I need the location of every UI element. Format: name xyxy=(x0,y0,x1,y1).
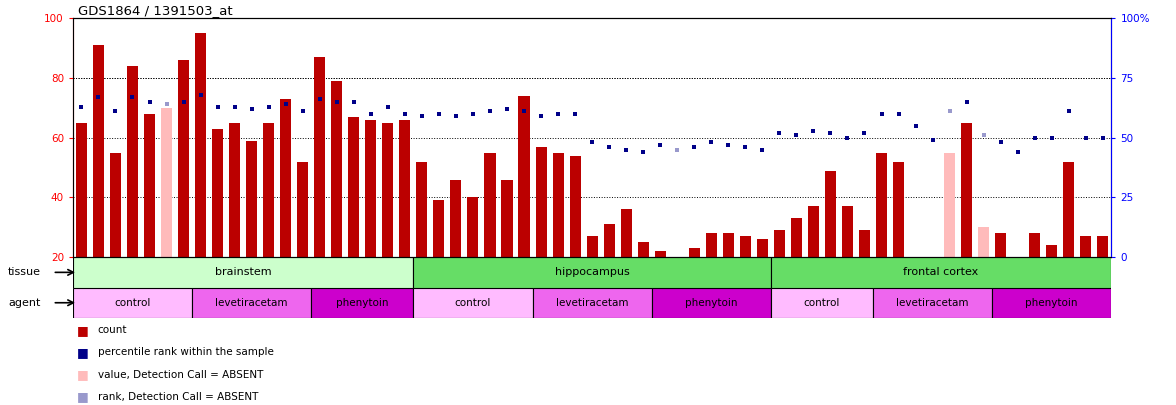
Text: levetiracetam: levetiracetam xyxy=(556,298,628,308)
Bar xyxy=(400,120,410,257)
Bar xyxy=(467,198,479,257)
Bar xyxy=(280,99,292,257)
Bar xyxy=(910,257,921,266)
Text: control: control xyxy=(114,298,151,308)
Bar xyxy=(808,207,818,257)
Bar xyxy=(1013,257,1023,281)
Bar xyxy=(76,123,87,257)
Text: brainstem: brainstem xyxy=(215,267,272,277)
Bar xyxy=(229,123,240,257)
Bar xyxy=(603,224,615,257)
Bar xyxy=(873,288,993,318)
Bar xyxy=(414,288,533,318)
Bar xyxy=(298,162,308,257)
Bar xyxy=(927,257,938,260)
Bar xyxy=(824,171,836,257)
Bar xyxy=(671,257,683,260)
Text: ■: ■ xyxy=(76,324,88,337)
Bar xyxy=(740,236,750,257)
Bar xyxy=(1063,162,1075,257)
Bar xyxy=(93,45,103,257)
Bar xyxy=(944,153,955,257)
Bar xyxy=(993,288,1111,318)
Bar xyxy=(893,162,904,257)
Bar xyxy=(109,153,121,257)
Bar xyxy=(382,123,393,257)
Bar xyxy=(706,233,717,257)
Bar xyxy=(995,233,1007,257)
Bar xyxy=(770,257,1111,288)
Bar xyxy=(961,123,973,257)
Bar xyxy=(689,248,700,257)
Text: phenytoin: phenytoin xyxy=(686,298,737,308)
Bar xyxy=(263,123,274,257)
Bar xyxy=(757,239,768,257)
Bar xyxy=(655,251,666,257)
Bar xyxy=(876,153,887,257)
Bar xyxy=(501,179,513,257)
Text: percentile rank within the sample: percentile rank within the sample xyxy=(98,347,274,357)
Text: hippocampus: hippocampus xyxy=(555,267,629,277)
Bar xyxy=(533,288,652,318)
Bar xyxy=(485,153,495,257)
Text: phenytoin: phenytoin xyxy=(1025,298,1078,308)
Bar xyxy=(143,114,155,257)
Bar xyxy=(416,162,427,257)
Bar xyxy=(569,156,581,257)
Bar xyxy=(161,108,172,257)
Bar xyxy=(652,288,770,318)
Bar xyxy=(195,33,206,257)
Bar xyxy=(519,96,529,257)
Text: levetiracetam: levetiracetam xyxy=(896,298,969,308)
Text: value, Detection Call = ABSENT: value, Detection Call = ABSENT xyxy=(98,370,263,379)
Bar xyxy=(723,233,734,257)
Text: control: control xyxy=(455,298,492,308)
Bar xyxy=(587,236,597,257)
Bar xyxy=(192,288,312,318)
Bar xyxy=(366,120,376,257)
Bar xyxy=(1029,233,1041,257)
Bar xyxy=(178,60,189,257)
Bar xyxy=(246,141,258,257)
Bar xyxy=(770,288,873,318)
Text: agent: agent xyxy=(8,298,41,308)
Text: GDS1864 / 1391503_at: GDS1864 / 1391503_at xyxy=(78,4,233,17)
Bar xyxy=(73,288,192,318)
Bar xyxy=(73,257,414,288)
Bar xyxy=(637,242,649,257)
Text: count: count xyxy=(98,325,127,335)
Text: tissue: tissue xyxy=(8,267,41,277)
Bar xyxy=(1097,236,1108,257)
Bar xyxy=(1047,245,1057,257)
Text: ■: ■ xyxy=(76,346,88,359)
Bar xyxy=(842,207,853,257)
Bar xyxy=(414,257,770,288)
Bar xyxy=(314,57,326,257)
Bar xyxy=(127,66,138,257)
Bar xyxy=(312,288,414,318)
Bar xyxy=(332,81,342,257)
Bar xyxy=(1081,236,1091,257)
Text: phenytoin: phenytoin xyxy=(336,298,388,308)
Text: control: control xyxy=(803,298,840,308)
Bar xyxy=(348,117,360,257)
Bar xyxy=(434,200,445,257)
Bar xyxy=(621,209,632,257)
Bar xyxy=(212,129,223,257)
Bar xyxy=(553,153,563,257)
Text: levetiracetam: levetiracetam xyxy=(215,298,288,308)
Text: ■: ■ xyxy=(76,390,88,403)
Bar xyxy=(858,230,870,257)
Bar xyxy=(978,227,989,257)
Bar xyxy=(535,147,547,257)
Bar xyxy=(774,230,784,257)
Text: rank, Detection Call = ABSENT: rank, Detection Call = ABSENT xyxy=(98,392,258,402)
Text: ■: ■ xyxy=(76,368,88,381)
Bar xyxy=(450,179,461,257)
Bar xyxy=(791,218,802,257)
Text: frontal cortex: frontal cortex xyxy=(903,267,978,277)
